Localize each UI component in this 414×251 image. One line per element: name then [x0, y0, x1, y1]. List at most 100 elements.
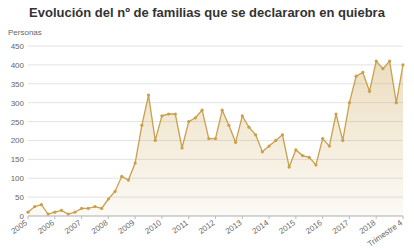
point[interactable]	[154, 139, 157, 142]
grid-line	[28, 46, 403, 47]
grid-line	[28, 102, 403, 103]
point[interactable]	[147, 94, 150, 97]
y-tick-label: 100	[11, 174, 25, 183]
point[interactable]	[127, 179, 130, 182]
point[interactable]	[60, 209, 63, 212]
x-tick	[161, 216, 162, 219]
area	[28, 61, 403, 216]
point[interactable]	[26, 211, 29, 214]
x-tick	[322, 216, 323, 219]
point[interactable]	[167, 112, 170, 115]
point[interactable]	[100, 207, 103, 210]
x-tick	[135, 216, 136, 219]
point[interactable]	[180, 146, 183, 149]
point[interactable]	[80, 207, 83, 210]
x-tick	[403, 216, 404, 219]
x-tick	[295, 216, 296, 219]
point[interactable]	[341, 139, 344, 142]
y-axis-label: Personas	[8, 28, 42, 37]
point[interactable]	[194, 116, 197, 119]
x-tick-label: 2009	[117, 218, 137, 236]
point[interactable]	[53, 211, 56, 214]
x-tick-label: 2013	[224, 218, 244, 236]
x-tick-label: 2014	[250, 218, 270, 236]
point[interactable]	[214, 137, 217, 140]
y-tick-label: 150	[11, 155, 25, 164]
x-tick	[376, 216, 377, 219]
x-tick	[242, 216, 243, 219]
point[interactable]	[73, 211, 76, 214]
point[interactable]	[201, 109, 204, 112]
x-tick-label: 2010	[143, 218, 163, 236]
point[interactable]	[281, 133, 284, 136]
point[interactable]	[254, 133, 257, 136]
x-tick-label: 2005	[9, 218, 29, 236]
x-tick-label: 2007	[63, 218, 83, 236]
point[interactable]	[334, 112, 337, 115]
grid-line	[28, 83, 403, 84]
point[interactable]	[321, 137, 324, 140]
point[interactable]	[395, 101, 398, 104]
point[interactable]	[113, 190, 116, 193]
point[interactable]	[288, 165, 291, 168]
point[interactable]	[134, 162, 137, 165]
point[interactable]	[261, 150, 264, 153]
x-tick-label: 2011	[171, 218, 191, 236]
point[interactable]	[107, 197, 110, 200]
chart-svg: Evolución del nº de familias que se decl…	[0, 0, 414, 251]
point[interactable]	[375, 60, 378, 63]
y-tick-label: 200	[11, 136, 25, 145]
point[interactable]	[87, 207, 90, 210]
point[interactable]	[187, 120, 190, 123]
x-tick-label: 2017	[331, 218, 351, 236]
point[interactable]	[267, 145, 270, 148]
point[interactable]	[294, 148, 297, 151]
title: Evolución del nº de familias que se decl…	[29, 5, 386, 20]
x-tick	[28, 216, 29, 219]
point[interactable]	[40, 203, 43, 206]
y-tick-label: 400	[11, 61, 25, 70]
x-tick-label: Trimestre 4	[366, 218, 405, 249]
y-tick-label: 350	[11, 80, 25, 89]
point[interactable]	[33, 205, 36, 208]
point[interactable]	[368, 90, 371, 93]
x-tick	[81, 216, 82, 219]
point[interactable]	[67, 213, 70, 216]
x-tick-label: 2015	[277, 218, 297, 236]
x-tick-label: 2008	[90, 218, 110, 236]
point[interactable]	[140, 124, 143, 127]
point[interactable]	[355, 75, 358, 78]
y-tick-label: 450	[11, 42, 25, 51]
x-tick	[108, 216, 109, 219]
point[interactable]	[234, 141, 237, 144]
point[interactable]	[381, 67, 384, 70]
point[interactable]	[274, 139, 277, 142]
point[interactable]	[348, 101, 351, 104]
point[interactable]	[221, 109, 224, 112]
point[interactable]	[174, 112, 177, 115]
x-tick-label: 2018	[358, 218, 378, 236]
point[interactable]	[301, 154, 304, 157]
point[interactable]	[207, 137, 210, 140]
point[interactable]	[93, 205, 96, 208]
point[interactable]	[314, 163, 317, 166]
grid-line	[28, 64, 403, 65]
point[interactable]	[388, 60, 391, 63]
y-tick-label: 50	[15, 193, 24, 202]
x-tick-label: 2016	[304, 218, 324, 236]
x-tick	[349, 216, 350, 219]
point[interactable]	[328, 145, 331, 148]
point[interactable]	[241, 114, 244, 117]
x-tick	[269, 216, 270, 219]
point[interactable]	[401, 63, 404, 66]
point[interactable]	[46, 213, 49, 216]
line	[28, 61, 403, 214]
chart: Evolución del nº de familias que se decl…	[0, 0, 414, 251]
point[interactable]	[160, 114, 163, 117]
point[interactable]	[308, 156, 311, 159]
point[interactable]	[227, 124, 230, 127]
point[interactable]	[361, 71, 364, 74]
plot-area	[26, 60, 404, 216]
point[interactable]	[247, 126, 250, 129]
point[interactable]	[120, 175, 123, 178]
